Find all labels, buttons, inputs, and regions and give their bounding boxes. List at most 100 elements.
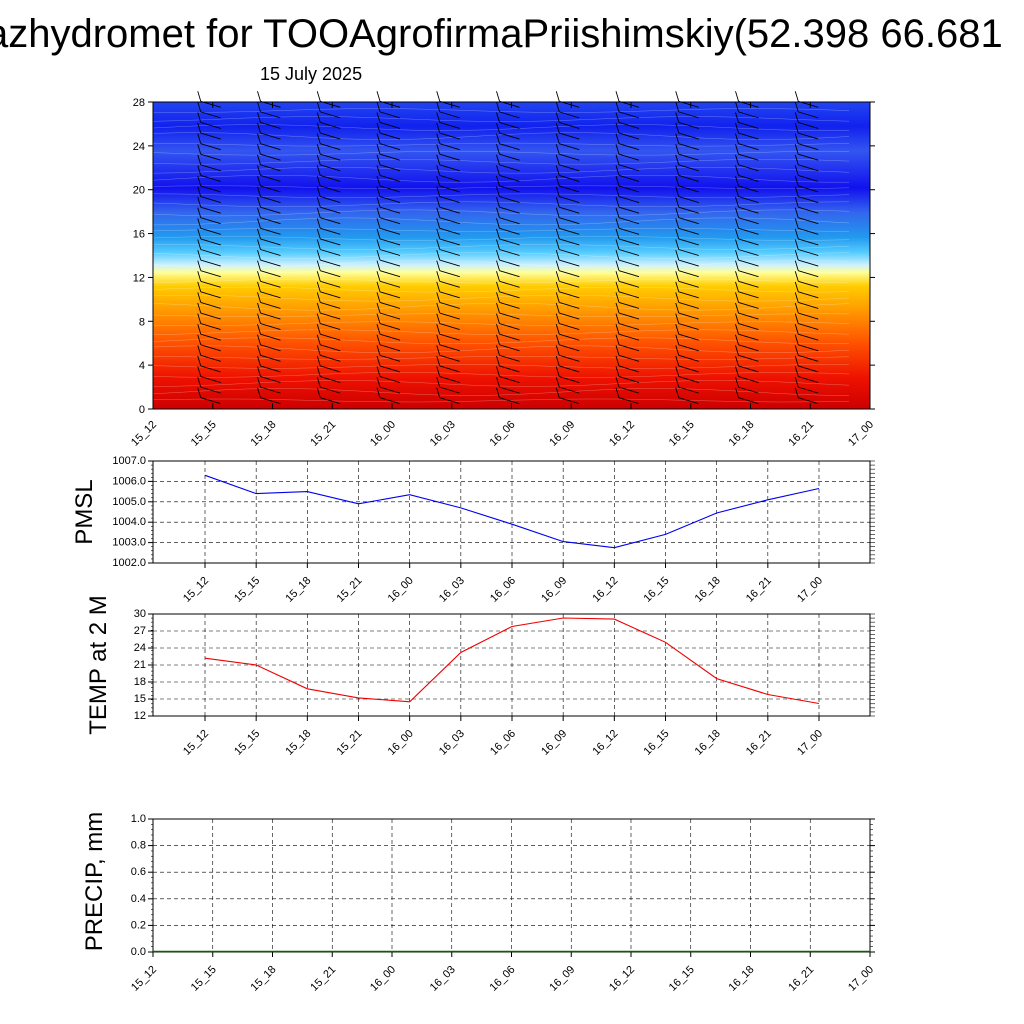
- wind-barb-feather: [316, 112, 321, 123]
- wind-barb-staff: [678, 217, 699, 225]
- y-axis-label: PRECIP, mm: [81, 812, 108, 952]
- wind-barb-feather: [555, 218, 560, 229]
- wind-barb-feather: [436, 239, 441, 250]
- wind-barb-staff: [738, 143, 759, 151]
- wind-barb-staff: [678, 227, 699, 235]
- wind-barb-feather: [794, 154, 799, 165]
- x-tick-label: 15_18: [283, 575, 313, 605]
- wind-barb-feather: [496, 249, 500, 261]
- wind-barb-feather: [735, 313, 739, 324]
- y-tick-label: 12: [133, 272, 145, 284]
- wind-barb-staff: [260, 132, 281, 140]
- y-tick-label: 1007.0: [112, 455, 146, 467]
- wind-barb-staff: [738, 153, 759, 161]
- wind-barb-feather: [675, 207, 680, 218]
- wind-barb-feather: [735, 91, 739, 102]
- wind-barb-staff: [379, 302, 401, 309]
- x-tick-label: 17_00: [846, 419, 876, 449]
- wind-barb-feather: [615, 154, 620, 165]
- x-tick-label: 16_21: [744, 728, 774, 758]
- wind-barb-feather: [615, 345, 620, 356]
- wind-barb-staff: [320, 143, 341, 151]
- wind-barb-feather: [615, 239, 620, 250]
- wind-barb-staff: [379, 323, 401, 331]
- x-tick-label: 16_21: [744, 575, 774, 605]
- wind-barb-feather: [675, 281, 680, 292]
- wind-barb-feather: [316, 302, 321, 314]
- wind-barb-staff: [499, 376, 520, 383]
- wind-barb-staff: [499, 354, 520, 362]
- wind-barb-staff: [260, 143, 281, 151]
- wind-barb-feather: [197, 387, 202, 398]
- wind-barb-staff: [439, 302, 460, 309]
- wind-barb-feather: [794, 101, 799, 113]
- x-tick-label: 16_00: [368, 419, 398, 449]
- wind-barb-staff: [738, 164, 759, 172]
- wind-barb-staff: [618, 280, 640, 288]
- wind-barb-staff: [678, 323, 699, 331]
- wind-barb-staff: [559, 365, 580, 373]
- wind-barb-staff: [439, 344, 460, 352]
- wind-barb-feather: [555, 249, 560, 261]
- wind-barb-feather: [496, 334, 500, 345]
- wind-barb-feather: [735, 345, 739, 356]
- wind-barb-staff: [320, 185, 341, 193]
- wind-barb-feather: [496, 175, 500, 187]
- wind-barb-staff: [439, 291, 460, 299]
- wind-barb-feather: [794, 228, 799, 240]
- wind-barb-staff: [200, 217, 221, 225]
- wind-barb-feather: [197, 101, 202, 113]
- wind-barb-feather: [675, 387, 680, 398]
- wind-barb-feather: [376, 249, 381, 261]
- wind-barb-staff: [798, 397, 819, 405]
- wind-barb-staff: [499, 122, 520, 129]
- wind-barb-feather: [615, 292, 620, 303]
- wind-barb-staff: [379, 164, 401, 172]
- wind-barb-staff: [559, 312, 580, 320]
- wind-barb-feather: [316, 334, 321, 345]
- wind-barb-feather: [794, 292, 799, 303]
- wind-barb-feather: [496, 154, 500, 165]
- wind-barb-staff: [618, 238, 640, 246]
- x-tick-label: 16_06: [488, 419, 518, 449]
- wind-barb-feather: [496, 387, 500, 398]
- x-tick-label: 16_03: [437, 575, 467, 605]
- wind-barb-staff: [320, 227, 341, 235]
- wind-barb-feather: [197, 112, 202, 123]
- y-tick-label: 24: [134, 642, 146, 654]
- wind-barb-staff: [678, 302, 699, 309]
- wind-barb-feather: [436, 366, 441, 377]
- wind-barb-feather: [794, 271, 799, 282]
- wind-barb-staff: [320, 333, 341, 341]
- x-tick-label: 16_00: [386, 575, 416, 605]
- wind-barb-staff: [798, 164, 819, 172]
- wind-barb-feather: [376, 197, 381, 208]
- y-tick-label: 0.2: [131, 919, 146, 931]
- wind-barb-feather: [316, 313, 321, 324]
- y-tick-label: 0.6: [131, 866, 146, 878]
- wind-barb-feather: [257, 197, 261, 208]
- wind-barb-staff: [559, 386, 580, 394]
- wind-barb-staff: [200, 302, 221, 309]
- wind-barb-feather: [675, 91, 680, 102]
- y-tick-label: 1005.0: [112, 496, 146, 508]
- wind-barb-feather: [735, 302, 739, 314]
- wind-barb-staff: [738, 185, 759, 193]
- wind-barb-staff: [439, 153, 460, 161]
- wind-barb-feather: [376, 101, 381, 113]
- wind-barb-feather: [496, 239, 500, 250]
- wind-barb-staff: [260, 270, 281, 278]
- wind-barb-feather: [735, 122, 739, 134]
- wind-barb-feather: [555, 345, 560, 356]
- wind-barb-feather: [794, 175, 799, 187]
- wind-barb-feather: [197, 218, 202, 229]
- wind-barb-staff: [618, 397, 640, 405]
- contour-line: [152, 302, 850, 311]
- wind-barb-feather: [376, 387, 381, 398]
- wind-barb-feather: [555, 207, 560, 218]
- wind-barb-staff: [618, 227, 640, 235]
- x-tick-label: 16_18: [693, 575, 723, 605]
- contour-line: [152, 193, 850, 199]
- wind-barb-feather: [316, 355, 321, 367]
- y-tick-label: 27: [134, 625, 146, 637]
